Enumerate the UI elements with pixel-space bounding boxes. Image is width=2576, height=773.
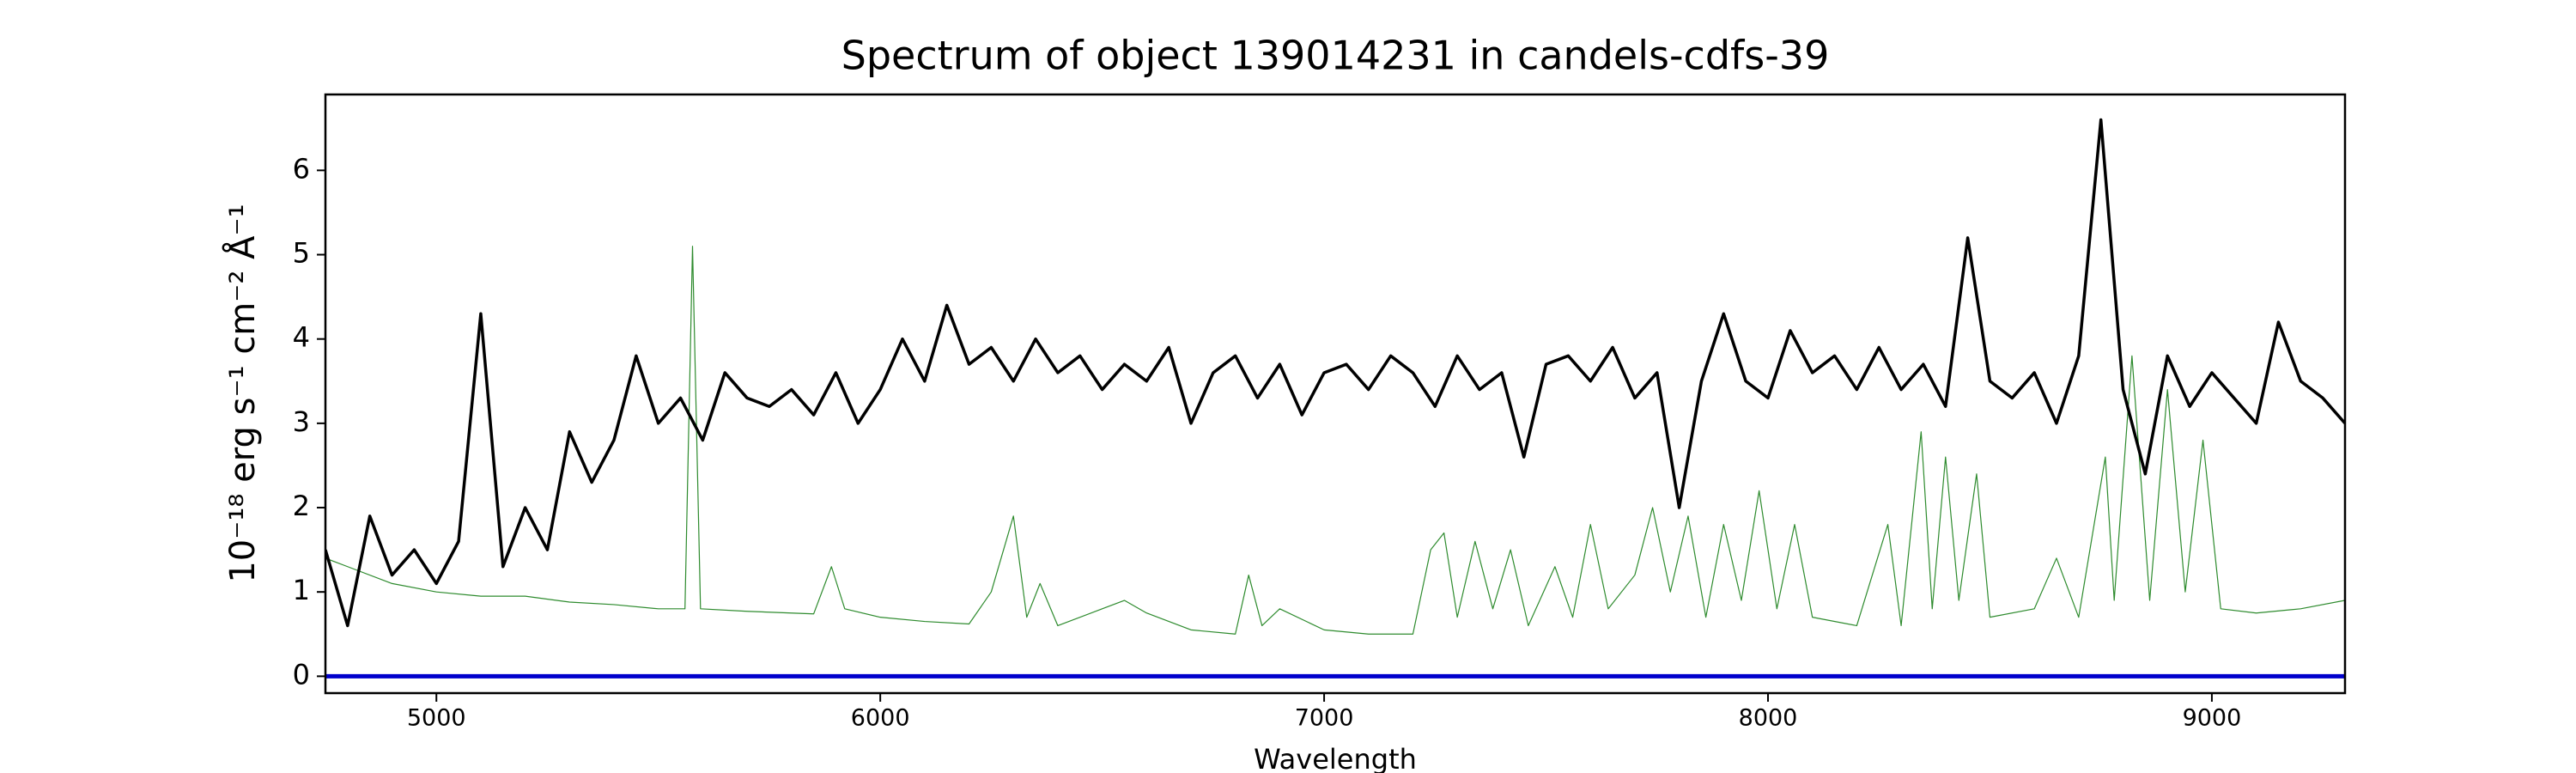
plot-frame: [324, 93, 2347, 695]
y-tick-label: 4: [293, 321, 310, 354]
y-tick-label: 6: [293, 152, 310, 185]
y-tick-label: 2: [293, 490, 310, 522]
series-line: [325, 246, 2345, 635]
y-tick-label: 0: [293, 658, 310, 691]
chart-title: Spectrum of object 139014231 in candels-…: [841, 33, 1830, 79]
x-tick-label: 6000: [851, 705, 910, 732]
x-tick-label: 8000: [1739, 705, 1798, 732]
y-tick-label: 1: [293, 574, 310, 606]
series-line: [325, 118, 2345, 628]
y-axis-label: 10⁻¹⁸ erg s⁻¹ cm⁻² Å⁻¹: [222, 204, 263, 582]
x-tick-label: 7000: [1295, 705, 1354, 732]
y-tick-label: 3: [293, 405, 310, 438]
y-tick-label: 5: [293, 237, 310, 270]
x-tick-label: 5000: [407, 705, 466, 732]
x-axis-label: Wavelength: [1254, 743, 1417, 773]
x-tick-label: 9000: [2183, 705, 2242, 732]
plot-area: [325, 118, 2345, 679]
